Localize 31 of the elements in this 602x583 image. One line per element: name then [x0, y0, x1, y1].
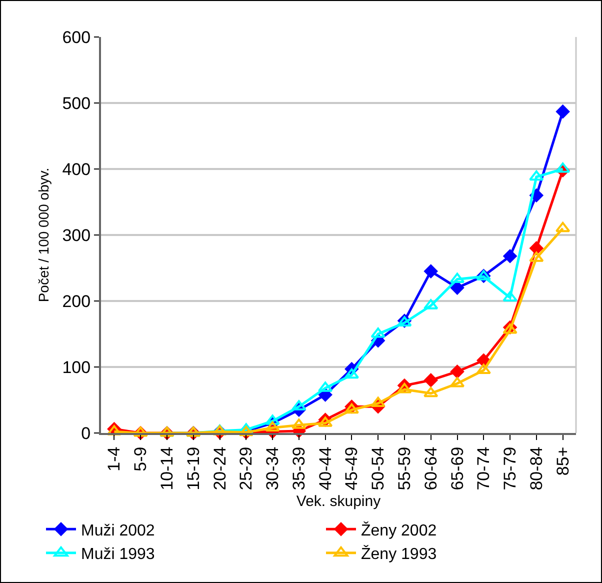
x-tick-label: 5-9 [131, 446, 150, 472]
y-tick-label: 500 [62, 94, 91, 113]
x-tick-label: 45-49 [342, 446, 362, 490]
x-tick-label: 15-19 [184, 446, 203, 490]
legend-label: Muži 1993 [81, 546, 155, 564]
x-tick-label: 85+ [553, 446, 572, 476]
y-tick-label: 200 [62, 292, 91, 311]
x-tick-label: 1-4 [104, 446, 124, 472]
y-tick-label: 300 [62, 226, 91, 245]
x-tick-label: 75-79 [500, 446, 520, 490]
x-tick-label: 40-44 [316, 446, 335, 490]
x-tick-label: 60-64 [421, 446, 440, 490]
x-tick-label: 10-14 [157, 446, 176, 490]
x-tick-label: 35-39 [289, 446, 308, 490]
legend-label: Ženy 1993 [361, 545, 437, 564]
x-tick-label: 55-59 [394, 446, 414, 490]
x-tick-label: 25-29 [236, 446, 256, 490]
y-tick-label: 600 [62, 28, 91, 47]
y-tick-label: 100 [62, 358, 91, 377]
x-tick-label: 80-84 [526, 446, 546, 490]
y-tick-label: 0 [81, 424, 91, 443]
x-tick-label: 65-69 [448, 446, 467, 490]
x-tick-label: 50-54 [368, 446, 388, 490]
x-axis-title: Vek. skupiny [296, 492, 382, 510]
x-tick-label: 30-34 [263, 446, 282, 490]
x-tick-label: 70-74 [474, 446, 494, 490]
legend-label: Muži 2002 [81, 522, 155, 540]
x-tick-label: 20-24 [210, 446, 230, 490]
legend-label: Ženy 2002 [361, 521, 437, 540]
y-axis-title: Počet / 100 000 obyv. [35, 168, 52, 302]
y-tick-label: 400 [62, 160, 91, 179]
